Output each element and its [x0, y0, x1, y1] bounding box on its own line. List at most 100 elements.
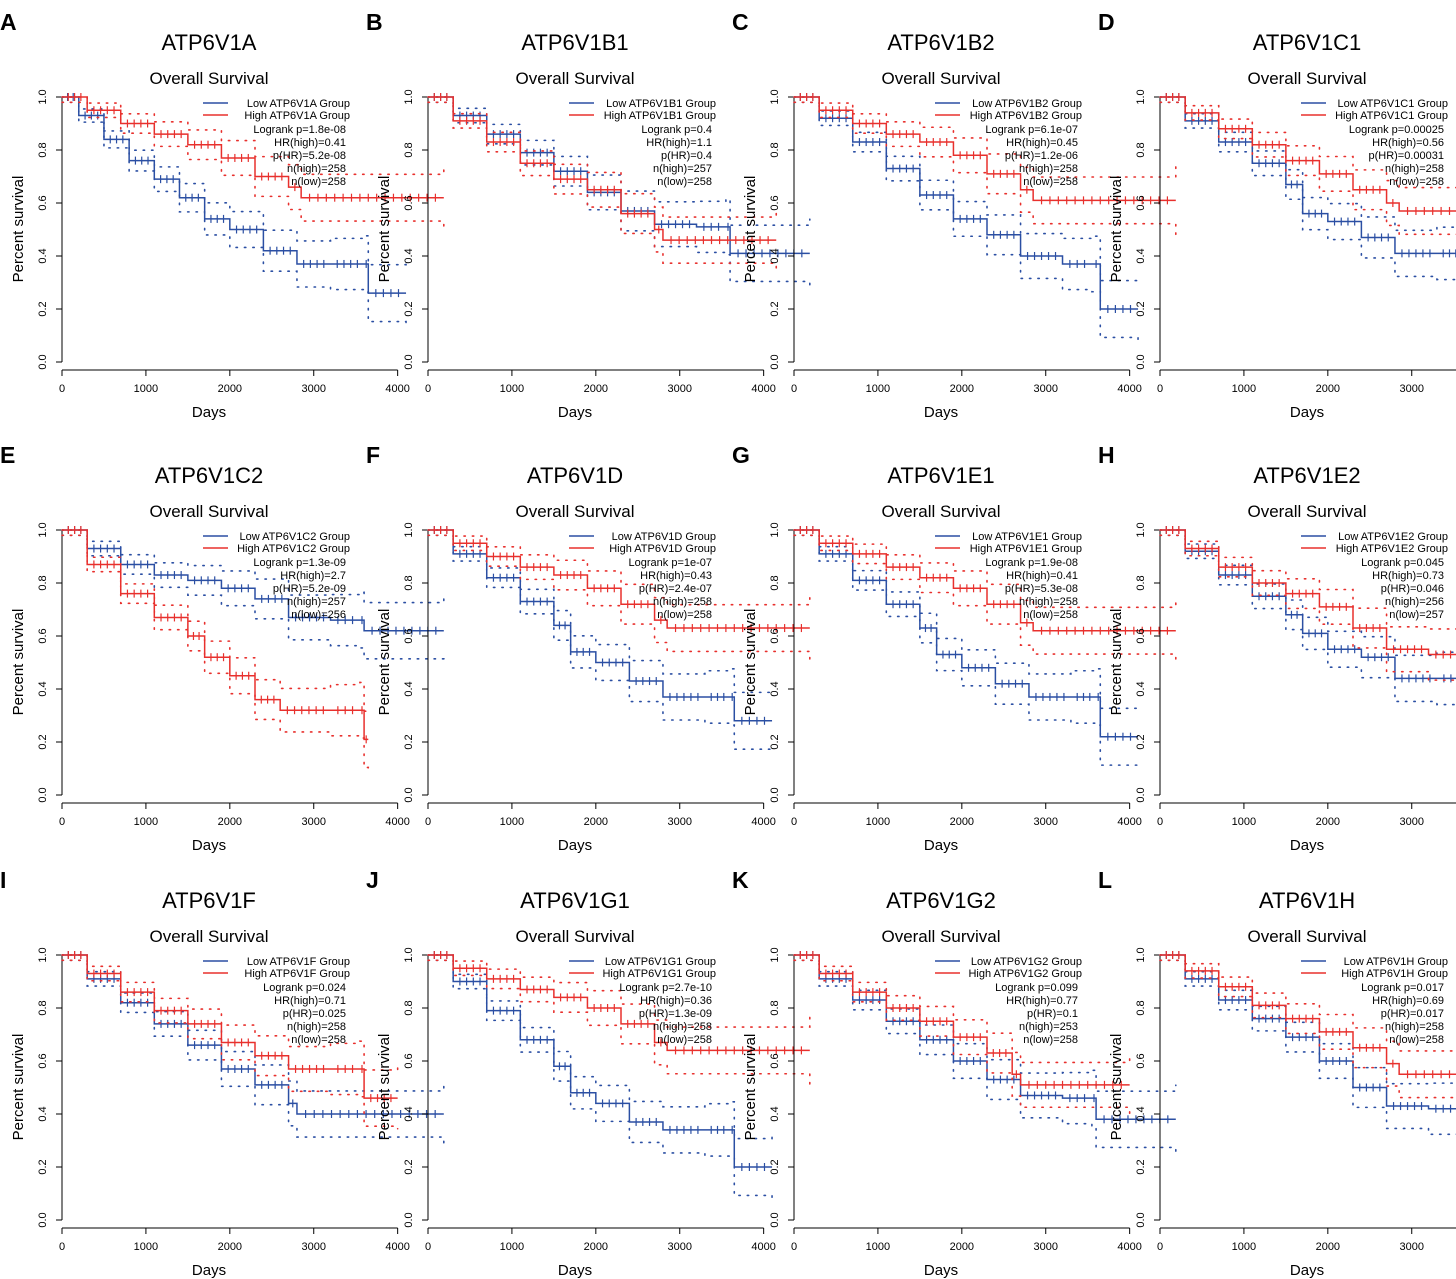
panel-a: A ATP6V1A Overall Survival 0.0 0.2 0.4 0.6 0.8 1… [0, 9, 445, 421]
ci-band-lower [427, 534, 773, 753]
y-tick-label: 0.8 [403, 575, 415, 590]
gene-title: ATP6V1A [162, 30, 257, 55]
y-tick-label: 0.2 [403, 734, 415, 749]
ci-band-upper [793, 954, 1131, 1064]
y-tick-label: 0.0 [403, 1212, 415, 1227]
legend-label: Low ATP6V1G2 Group [971, 956, 1082, 968]
y-tick-label: 0.4 [403, 1106, 415, 1121]
y-tick-label: 0.2 [37, 301, 49, 316]
panel-l: L ATP6V1H Overall Survival 0.0 0.2 0.4 0.6 0.8 1… [1098, 867, 1456, 1279]
y-tick-label: 0.8 [37, 575, 49, 590]
x-tick-label: 3000 [1399, 1241, 1423, 1253]
survival-curve [794, 96, 1139, 310]
gene-title: ATP6V1H [1259, 888, 1355, 913]
x-tick-label: 0 [425, 383, 431, 395]
stat-line: Logrank p=1e-07 [629, 557, 712, 569]
y-tick-label: 0.4 [769, 681, 781, 696]
stat-line: n(low)=258 [1023, 176, 1078, 188]
survival-curve [1160, 954, 1456, 1075]
stat-line: HR(high)=0.69 [1372, 995, 1444, 1007]
gene-title: ATP6V1F [162, 888, 256, 913]
series-high [61, 526, 370, 769]
ci-band-upper [427, 96, 778, 218]
y-tick-label: 0.2 [769, 734, 781, 749]
y-tick-label: 0.6 [37, 195, 49, 210]
x-tick-label: 3000 [667, 1241, 691, 1253]
legend-label: High ATP6V1D Group [609, 543, 716, 555]
chart-subtitle: Overall Survival [149, 927, 268, 946]
y-tick-label: 0.6 [769, 195, 781, 210]
y-tick-label: 1.0 [37, 947, 49, 962]
stat-line: Logrank p=1.9e-08 [985, 557, 1078, 569]
gene-title: ATP6V1E1 [887, 463, 994, 488]
y-tick-label: 0.8 [37, 1000, 49, 1015]
y-tick-label: 0.0 [37, 787, 49, 802]
x-tick-label: 2000 [584, 383, 608, 395]
panel-g: G ATP6V1E1 Overall Survival 0.0 0.2 0.4 0.6 0.8… [732, 442, 1177, 854]
x-tick-label: 0 [791, 1241, 797, 1253]
x-tick-label: 1000 [866, 383, 890, 395]
y-tick-label: 0.6 [403, 195, 415, 210]
series-high [793, 951, 1131, 1117]
panel-h: H ATP6V1E2 Overall Survival 0.0 0.2 0.4 0.6 0.8… [1098, 442, 1456, 854]
y-tick-label: 1.0 [403, 947, 415, 962]
stat-line: Logrank p=1.8e-08 [253, 124, 346, 136]
x-axis-label: Days [192, 837, 226, 854]
y-tick-label: 0.2 [403, 301, 415, 316]
stat-line: HR(high)=0.45 [1006, 137, 1078, 149]
legend-label: High ATP6V1E2 Group [1336, 543, 1448, 555]
ci-band-lower [61, 101, 407, 326]
stat-line: n(high)=258 [287, 163, 346, 175]
y-tick-label: 0.6 [1135, 628, 1147, 643]
x-tick-label: 2000 [584, 1241, 608, 1253]
panel-c: C ATP6V1B2 Overall Survival 0.0 0.2 0.4 0.6 0.8… [732, 9, 1177, 421]
y-tick-label: 0.2 [769, 1159, 781, 1174]
survival-curve [428, 529, 810, 629]
stat-line: p(HR)=0.00031 [1368, 150, 1444, 162]
legend-label: Low ATP6V1F Group [247, 956, 350, 968]
x-tick-label: 3000 [301, 1241, 325, 1253]
chart-subtitle: Overall Survival [881, 502, 1000, 521]
x-tick-label: 1000 [134, 383, 158, 395]
stat-line: Logrank p=6.1e-07 [985, 124, 1078, 136]
legend-label: High ATP6V1A Group [244, 110, 350, 122]
ci-band-upper [793, 529, 1139, 710]
x-tick-label: 0 [59, 1241, 65, 1253]
panel-i: I ATP6V1F Overall Survival 0.0 0.2 0.4 0.6 0.8 1… [0, 867, 445, 1279]
stat-line: HR(high)=0.41 [274, 137, 346, 149]
stat-line: n(high)=257 [287, 596, 346, 608]
stat-line: n(low)=258 [1389, 1034, 1444, 1046]
y-tick-label: 0.6 [769, 628, 781, 643]
series-low [61, 526, 445, 666]
series-high [427, 951, 811, 1086]
x-axis-label: Days [558, 404, 592, 421]
survival-curve [794, 954, 1130, 1086]
y-tick-label: 0.2 [403, 1159, 415, 1174]
series-high [793, 93, 1177, 236]
stat-line: HR(high)=0.77 [1006, 995, 1078, 1007]
legend-label: Low ATP6V1C2 Group [240, 531, 350, 543]
stat-line: p(HR)=0.4 [661, 150, 712, 162]
survival-curve [62, 954, 444, 1115]
stat-line: p(HR)=0.017 [1381, 1008, 1444, 1020]
y-tick-label: 1.0 [1135, 89, 1147, 104]
x-tick-label: 3000 [1033, 1241, 1057, 1253]
x-tick-label: 2000 [218, 816, 242, 828]
legend-label: Low ATP6V1E2 Group [1338, 531, 1448, 543]
stat-line: n(low)=258 [291, 1034, 346, 1046]
x-axis-label: Days [558, 1262, 592, 1279]
chart-subtitle: Overall Survival [149, 69, 268, 88]
y-tick-label: 0.4 [37, 681, 49, 696]
x-tick-label: 0 [791, 816, 797, 828]
x-tick-label: 0 [425, 1241, 431, 1253]
panel-letter: G [732, 442, 750, 468]
x-tick-label: 3000 [1033, 383, 1057, 395]
y-axis-label: Percent survival [742, 609, 759, 716]
legend-label: High ATP6V1G2 Group [968, 968, 1082, 980]
y-tick-label: 0.0 [769, 787, 781, 802]
ci-band-lower [427, 959, 811, 1086]
